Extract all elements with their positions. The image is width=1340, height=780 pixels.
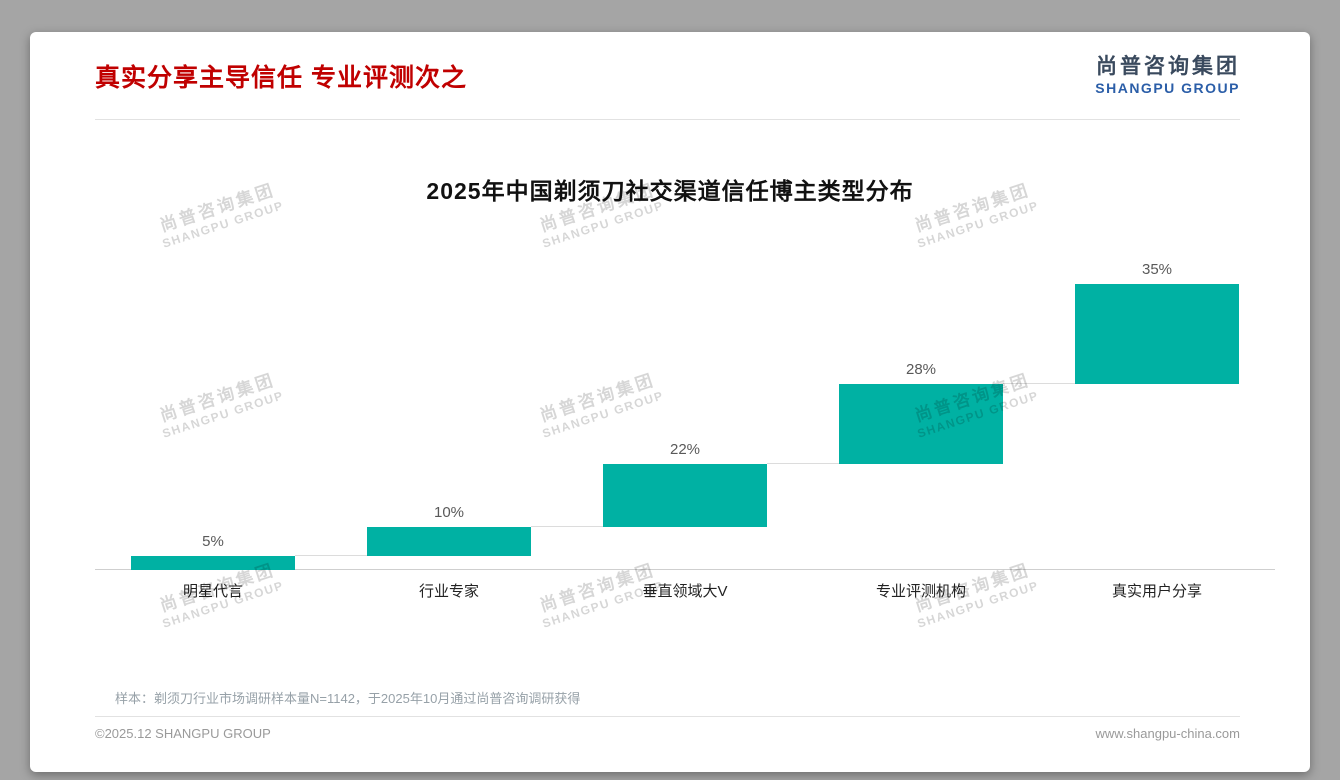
category-label: 专业评测机构 [875, 583, 966, 600]
bar-segment [1075, 284, 1239, 385]
footer: ©2025.12 SHANGPU GROUP www.shangpu-china… [95, 726, 1240, 741]
footer-url: www.shangpu-china.com [1095, 726, 1240, 741]
bar-segment [131, 555, 295, 570]
report-card: 真实分享主导信任 专业评测次之 尚普咨询集团 SHANGPU GROUP 202… [30, 32, 1310, 772]
bar-value-label: 5% [202, 532, 224, 550]
step-connector-line [767, 463, 839, 465]
category-label: 明星代言 [182, 583, 243, 600]
category-label: 垂直领域大V [642, 583, 728, 600]
bar-segment [367, 527, 531, 556]
footer-copyright: ©2025.12 SHANGPU GROUP [95, 726, 271, 741]
sample-note: 样本：剃须刀行业市场调研样本量N=1142，于2025年10月通过尚普咨询调研获… [115, 691, 581, 706]
chart-title: 2025年中国剃须刀社交渠道信任博主类型分布 [426, 178, 914, 204]
bar-value-label: 10% [433, 504, 465, 522]
bar-value-label: 22% [669, 441, 701, 459]
bar-segment [603, 464, 767, 528]
step-connector-line [1003, 383, 1075, 385]
category-label: 行业专家 [418, 583, 479, 600]
logo-en-text: SHANGPU GROUP [1095, 79, 1240, 96]
chart-categories: 明星代言 行业专家 垂直领域大V 专业评测机构 真实用户分享 [95, 580, 1275, 601]
step-connector-line [295, 554, 367, 556]
logo-cn-text: 尚普咨询集团 [1096, 55, 1240, 79]
step-connector-line [531, 526, 603, 528]
header: 真实分享主导信任 专业评测次之 尚普咨询集团 SHANGPU GROUP [95, 32, 1240, 120]
category-label: 真实用户分享 [1111, 583, 1202, 600]
chart-plot: 5% 10% 22% 28% 35% [95, 260, 1275, 570]
company-logo: 尚普咨询集团 SHANGPU GROUP [1095, 55, 1240, 95]
bar-segment [839, 384, 1003, 465]
page-title: 真实分享主导信任 专业评测次之 [95, 63, 467, 92]
footer-divider [95, 716, 1240, 717]
bar-value-label: 28% [905, 361, 937, 379]
bar-value-label: 35% [1141, 261, 1173, 278]
chart-baseline [95, 569, 1275, 570]
